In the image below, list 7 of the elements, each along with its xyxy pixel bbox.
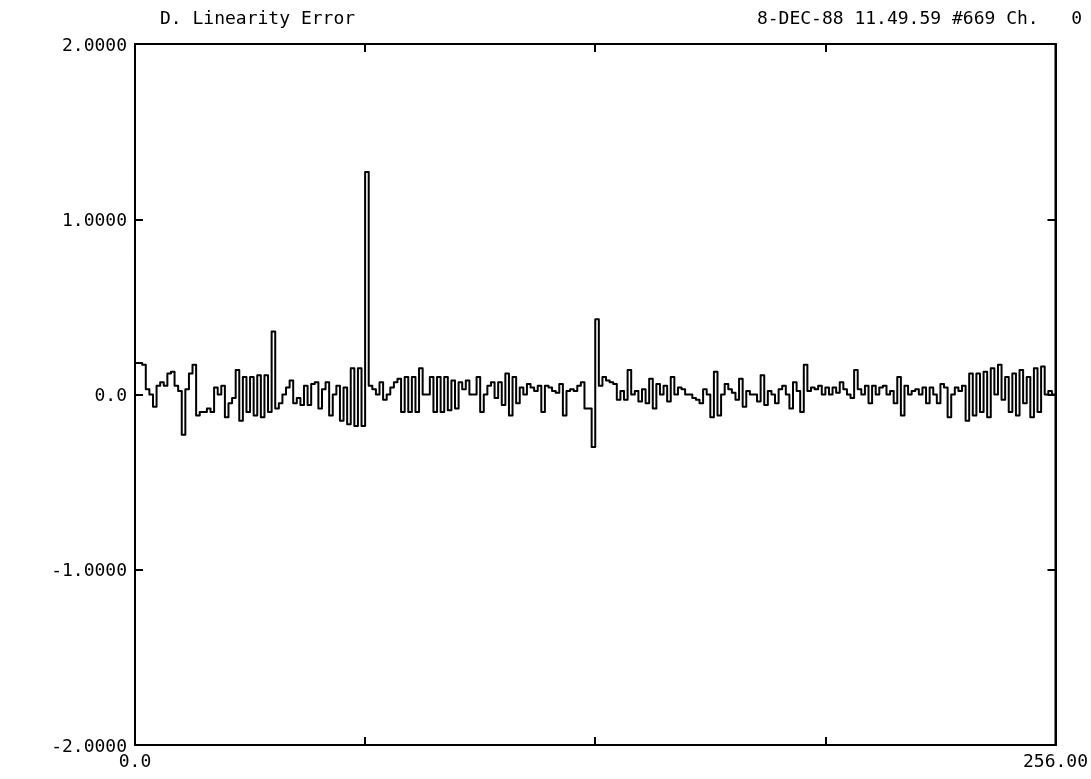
y-tick-label: -1.0000 [51,559,127,581]
chart-title: D. Linearity Error [160,6,356,28]
chart-subtitle: 8-DEC-88 11.49.59 #669 Ch. 0 [756,6,1082,28]
y-tick-label: 2.0000 [61,33,127,55]
y-tick-label: 0.0 [94,384,127,405]
y-tick-label: 1.0000 [61,208,127,230]
x-tick-label: 256.00 [1022,749,1088,771]
